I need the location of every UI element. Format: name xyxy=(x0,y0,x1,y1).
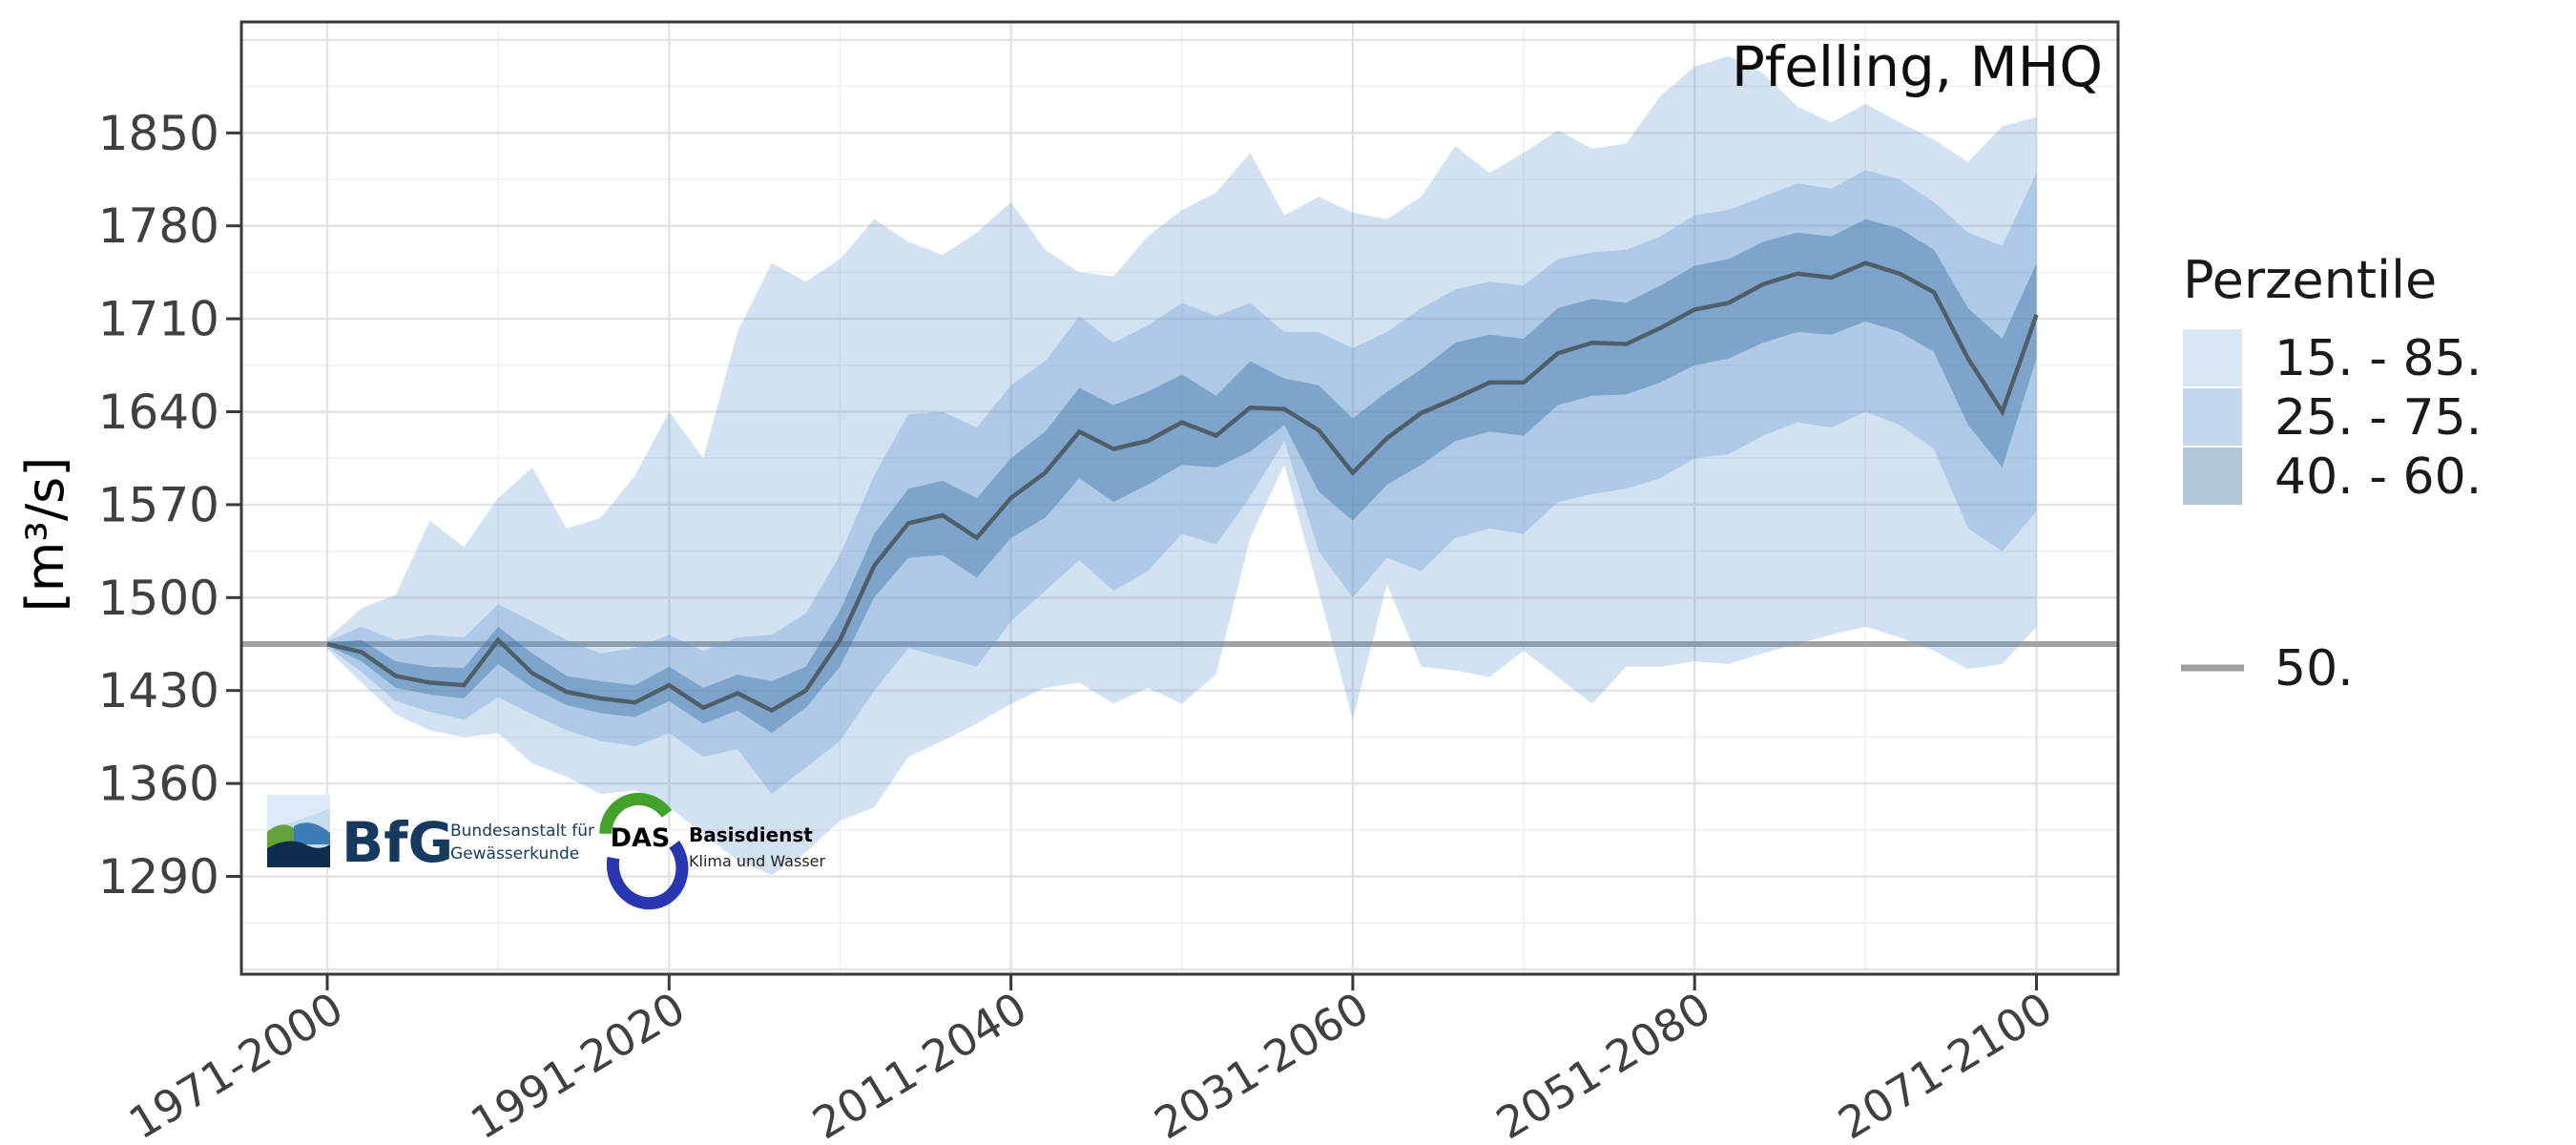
das-logo-line2: Klima und Wasser xyxy=(689,852,826,870)
bfg-logo-acronym: BfG xyxy=(342,810,453,875)
legend-swatch-15-85- xyxy=(2183,329,2242,386)
das-logo-green-arc xyxy=(599,792,673,835)
y-tick-label: 1640 xyxy=(98,385,219,440)
y-tick-label: 1500 xyxy=(98,571,219,626)
bfg-logo-name-line1: Bundesanstalt für xyxy=(450,822,594,841)
legend: Perzentile 15. - 85.25. - 75.40. - 60. 5… xyxy=(2181,250,2482,697)
y-tick-label: 1360 xyxy=(98,757,219,812)
percentile-band-40-60- xyxy=(327,219,2037,734)
das-logo-acronym: DAS xyxy=(611,823,671,853)
y-tick-label: 1430 xyxy=(98,663,219,718)
legend-band-label: 40. - 60. xyxy=(2275,448,2482,506)
das-logo-blue-arc xyxy=(606,841,689,910)
panel-border xyxy=(239,20,2120,976)
y-tick-label: 1570 xyxy=(98,477,219,532)
y-axis-title: [m³/s] xyxy=(15,457,75,613)
gridlines-layer xyxy=(241,22,2118,974)
bfg-logo-wave xyxy=(294,822,330,844)
das-logo: DAS Basisdienst Klima und Wasser xyxy=(599,792,826,910)
y-tick-label: 1850 xyxy=(98,106,219,161)
x-tick-label: 1971-2000 xyxy=(120,982,352,1145)
bfg-logo: BfG Bundesanstalt für Gewässerkunde xyxy=(267,795,594,875)
x-tick-label: 1991-2020 xyxy=(462,982,694,1145)
percentile-band-15-85- xyxy=(327,55,2037,876)
legend-band-label: 15. - 85. xyxy=(2275,330,2482,387)
bfg-logo-water xyxy=(267,841,330,867)
legend-median-line-label: 50. xyxy=(2275,640,2354,697)
legend-band-keys: 15. - 85.25. - 75.40. - 60. xyxy=(2183,329,2482,506)
x-tick-label: 2031-2060 xyxy=(1146,982,1378,1145)
legend-band-label: 25. - 75. xyxy=(2275,389,2482,447)
median-line xyxy=(326,260,2039,714)
y-tick-label: 1710 xyxy=(98,292,219,347)
legend-swatch-40-60- xyxy=(2183,448,2242,505)
x-tick-label: 2051-2080 xyxy=(1487,982,1719,1145)
chart-title: Pfelling, MHQ xyxy=(1732,34,2103,99)
x-tick-label: 2071-2100 xyxy=(1829,982,2061,1145)
bfg-logo-sky-light xyxy=(267,795,330,830)
das-logo-line1: Basisdienst xyxy=(689,823,813,846)
das-logo-core xyxy=(610,803,671,868)
y-tick-label: 1780 xyxy=(98,198,219,254)
legend-title: Perzentile xyxy=(2183,250,2437,310)
plot-panel xyxy=(241,22,2118,974)
x-tick-label: 2011-2040 xyxy=(804,982,1036,1145)
bfg-logo-name-line2: Gewässerkunde xyxy=(450,844,579,864)
legend-swatch-25-75- xyxy=(2183,388,2242,446)
y-tick-label: 1290 xyxy=(98,849,219,905)
logos-layer: BfG Bundesanstalt für Gewässerkunde DAS … xyxy=(267,792,826,910)
data-layer xyxy=(241,55,2118,876)
percentile-band-25-75- xyxy=(327,170,2037,795)
